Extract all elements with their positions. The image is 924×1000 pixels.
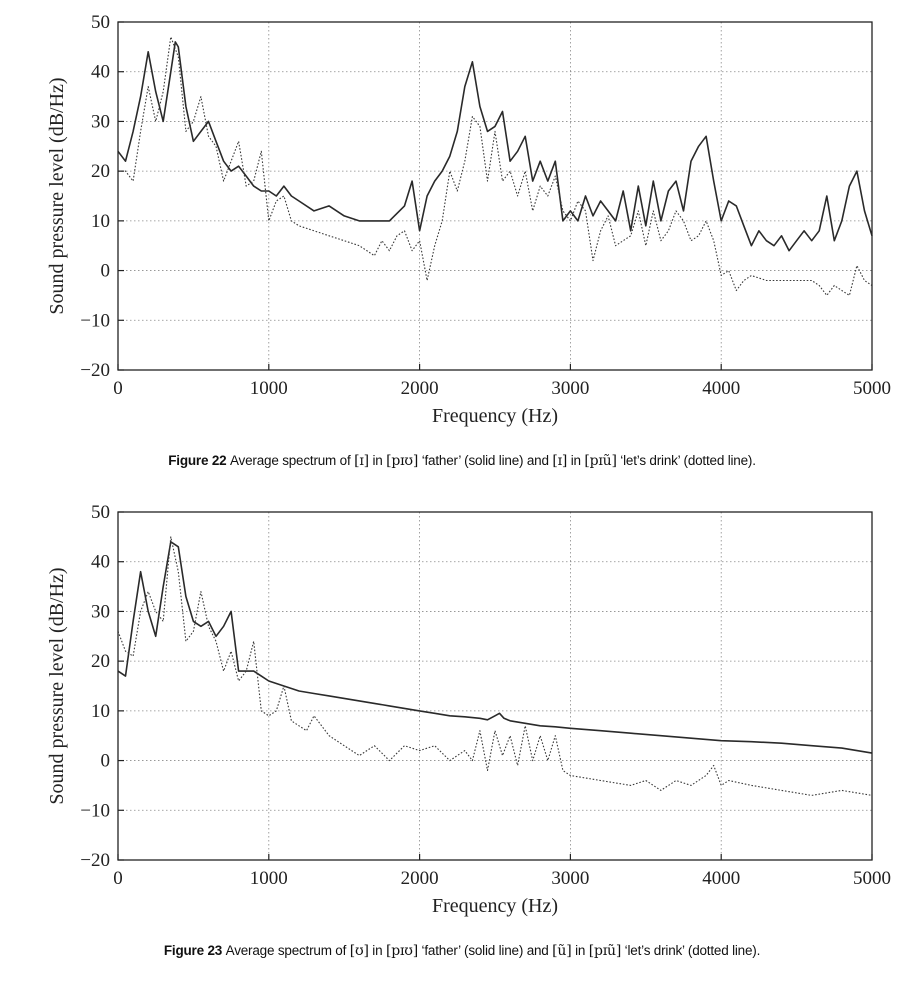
figure-22: 0 1000 2000 3000 4000 5000 50 40 30 20 10 0 −10 −20 Fr… <box>0 0 924 490</box>
y-tick-label: 50 <box>91 12 110 33</box>
x-tick-label: 2000 <box>401 868 439 889</box>
figure-23: 0 1000 2000 3000 4000 5000 50 40 30 20 10 0 −10 −20 Fr… <box>0 490 924 1000</box>
x-tick-label: 1000 <box>250 378 288 399</box>
x-axis-label: Frequency (Hz) <box>432 895 558 917</box>
x-tick-label: 5000 <box>853 868 891 889</box>
y-tick-label: −10 <box>80 800 110 821</box>
plot-frame <box>117 21 873 371</box>
figure-caption: Figure 23 Average spectrum of [ʊ] in [pɪ… <box>163 943 761 959</box>
x-tick-label: 3000 <box>551 868 589 889</box>
x-tick-label: 4000 <box>702 378 740 399</box>
x-tick-label: 4000 <box>702 868 740 889</box>
y-tick-label: 10 <box>91 211 110 232</box>
y-tick-label: −10 <box>80 310 110 331</box>
figure-caption: Figure 22 Average spectrum of [ɪ] in [pɪ… <box>168 453 756 469</box>
figure-label: Figure 23 <box>163 943 223 958</box>
figure-label: Figure 22 <box>168 453 227 468</box>
spectrum-chart-23: 0 1000 2000 3000 4000 5000 50 40 30 20 10 0 −10 −20 Fr… <box>46 502 891 917</box>
spectrum-chart-22: 0 1000 2000 3000 4000 5000 50 40 30 20 10 0 −10 −20 Fr… <box>46 12 891 427</box>
y-tick-label: −20 <box>80 360 110 381</box>
y-tick-label: 0 <box>101 751 111 772</box>
dotted-series-line <box>117 536 873 796</box>
y-tick-label: −20 <box>80 850 110 871</box>
y-tick-label: 30 <box>91 601 110 622</box>
y-axis-label: Sound pressure level (dB/Hz) <box>46 567 68 804</box>
y-tick-label: 40 <box>91 62 110 83</box>
y-tick-label: 20 <box>91 161 110 182</box>
x-tick-label: 1000 <box>250 868 288 889</box>
y-tick-label: 10 <box>91 701 110 722</box>
x-tick-label: 0 <box>113 378 123 399</box>
y-tick-label: 40 <box>91 552 110 573</box>
grid <box>118 22 872 370</box>
x-axis-label: Frequency (Hz) <box>432 405 558 427</box>
y-tick-label: 20 <box>91 651 110 672</box>
y-axis-label: Sound pressure level (dB/Hz) <box>46 77 68 314</box>
solid-series-line <box>117 540 873 754</box>
y-tick-label: 0 <box>101 261 111 282</box>
x-tick-label: 2000 <box>401 378 439 399</box>
plot-frame <box>117 511 873 861</box>
y-tick-label: 50 <box>91 502 110 523</box>
grid <box>118 512 872 860</box>
y-tick-label: 30 <box>91 111 110 132</box>
x-tick-label: 3000 <box>551 378 589 399</box>
solid-series-line <box>117 41 873 252</box>
x-tick-label: 0 <box>113 868 123 889</box>
x-tick-label: 5000 <box>853 378 891 399</box>
dotted-series-line <box>118 36 873 296</box>
